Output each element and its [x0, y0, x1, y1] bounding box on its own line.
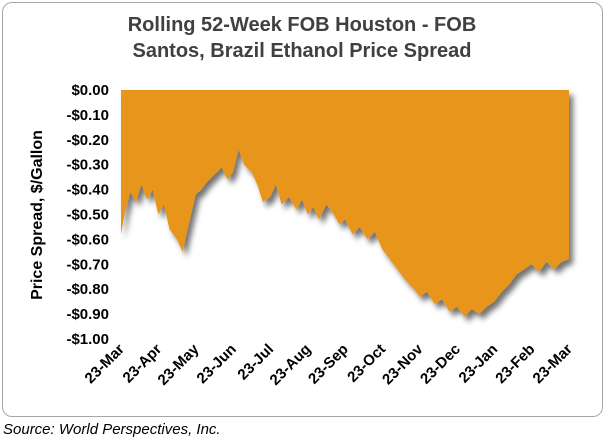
x-tick-label: 23-Jun — [194, 341, 240, 387]
x-tick-label: 23-Feb — [492, 341, 538, 387]
y-tick-label: $0.00 — [71, 82, 109, 99]
source-note: Source: World Perspectives, Inc. — [3, 421, 221, 438]
y-tick-label: -$0.10 — [66, 107, 109, 124]
y-axis-ticks: $0.00 -$0.10 -$0.20 -$0.30 -$0.40 -$0.50 -$0.6… — [66, 82, 109, 348]
x-tick-label: 23-Jan — [456, 341, 502, 387]
price-spread-area — [121, 90, 569, 317]
chart-svg: Rolling 52-Week FOB Houston - FOB Santos… — [29, 14, 576, 389]
plot-area — [121, 90, 569, 317]
y-tick-label: -$0.70 — [66, 256, 109, 273]
x-tick-label: 23-Dec — [417, 341, 464, 388]
y-tick-label: -$1.00 — [66, 331, 109, 348]
y-tick-label: -$0.90 — [66, 306, 109, 323]
y-tick-label: -$0.30 — [66, 157, 109, 174]
y-tick-label: -$0.20 — [66, 132, 109, 149]
x-tick-label: 23-Aug — [267, 341, 315, 389]
x-tick-label: 23-Sep — [305, 341, 352, 388]
y-tick-label: -$0.60 — [66, 231, 109, 248]
x-tick-label: 23-May — [155, 340, 203, 388]
chart-title-line-2: Santos, Brazil Ethanol Price Spread — [133, 40, 472, 62]
y-tick-label: -$0.80 — [66, 281, 109, 298]
x-tick-label: 23-Mar — [530, 341, 576, 387]
y-tick-label: -$0.40 — [66, 182, 109, 199]
y-axis-label: Price Spread, $/Gallon — [29, 130, 46, 300]
y-tick-label: -$0.50 — [66, 207, 109, 224]
chart-title-line-1: Rolling 52-Week FOB Houston - FOB — [128, 14, 477, 36]
x-axis-ticks: 23-Mar23-Apr23-May23-Jun23-Jul23-Aug23-S… — [82, 340, 576, 388]
x-tick-label: 23-Nov — [379, 340, 427, 388]
